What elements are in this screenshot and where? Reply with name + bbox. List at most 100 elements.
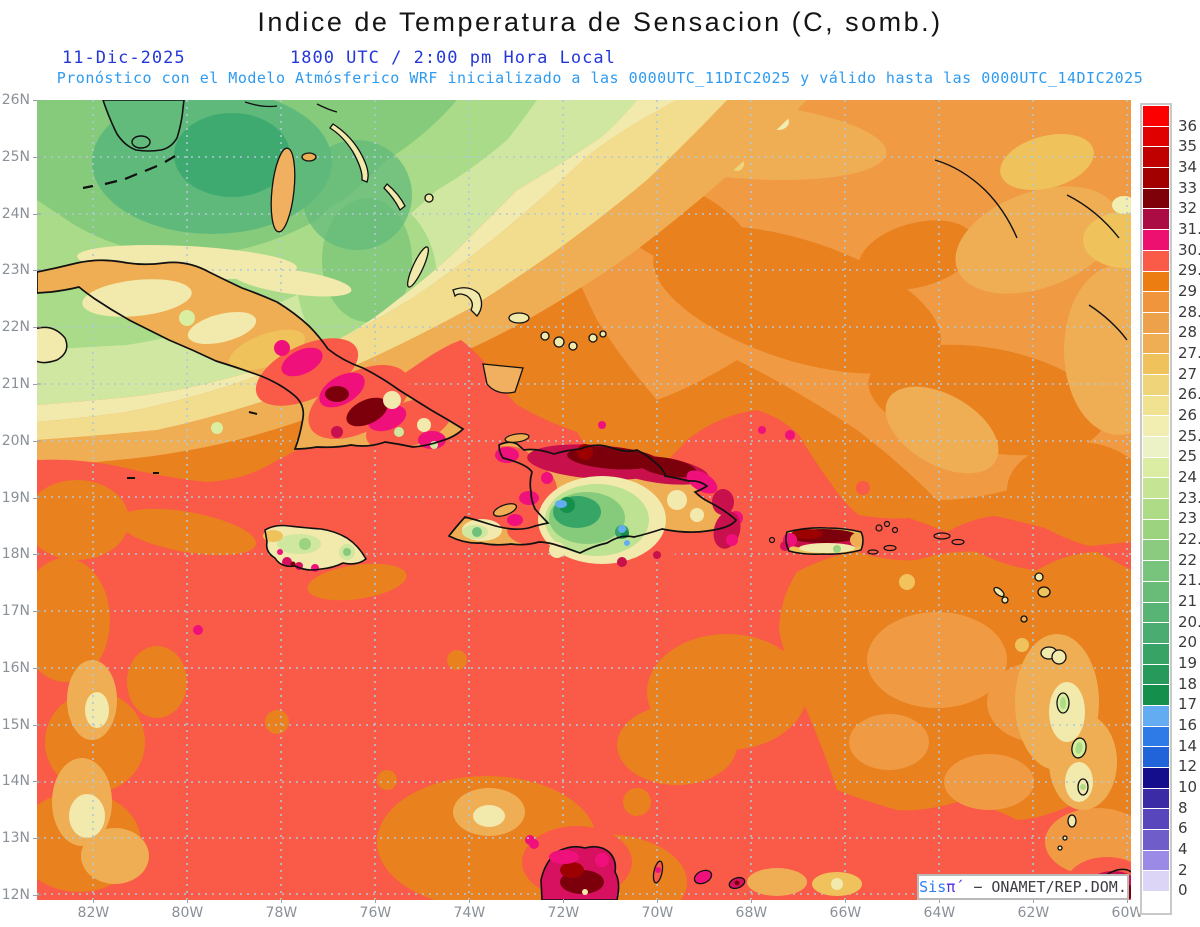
forecast-time: 1800 UTC / 2:00 pm Hora Local (290, 48, 616, 68)
colorbar-tick-label: 28.5 (1178, 302, 1200, 321)
colorbar-tick-label: 33 (1178, 178, 1198, 197)
lat-tick-label: 17N (1, 603, 37, 620)
lon-tick-label: 82W (71, 899, 115, 921)
colorbar-tick-label: 35 (1178, 137, 1198, 156)
colorbar-cell (1143, 830, 1169, 850)
colorbar-tick-label: 18 (1178, 674, 1198, 693)
lat-tick-label: 21N (1, 375, 37, 392)
colorbar-tick-label: 23 (1178, 509, 1198, 528)
colorbar-cell (1143, 333, 1169, 354)
puerto-rico-island (768, 520, 965, 555)
tortuga-island (504, 433, 530, 443)
colorbar-tick-label: 24 (1178, 468, 1198, 486)
lat-tick-label: 16N (1, 659, 37, 676)
watermark-pi-logo: π´ (946, 878, 965, 896)
lon-tick-label: 66W (823, 899, 867, 921)
colorbar-cell (1143, 602, 1169, 623)
colorbar-tick-label: 32 (1178, 199, 1198, 218)
colorbar-cell (1143, 747, 1169, 767)
colorbar-cell (1143, 209, 1169, 230)
model-note: Pronóstico con el Modelo Atmósferico WRF… (56, 69, 1144, 87)
northeast-bank-outlines (934, 159, 1128, 341)
watermark-org: − ONAMET/REP.DOM. (964, 878, 1127, 896)
south-coast-hotspots (522, 826, 1131, 900)
jamaica-island (263, 524, 368, 572)
lat-tick-label: 20N (1, 432, 37, 449)
colorbar-cell (1143, 250, 1169, 271)
colorbar-cell (1143, 892, 1169, 912)
colorbar-tick-label: 27 (1178, 364, 1198, 383)
colorbar-cell (1143, 685, 1169, 705)
lon-tick-label: 62W (1011, 899, 1055, 921)
colorbar-cell (1143, 168, 1169, 188)
lon-tick-label: 74W (447, 899, 491, 921)
lon-tick-label: 72W (541, 899, 585, 921)
forecast-date: 11-Dic-2025 (62, 48, 186, 68)
colorbar-tick-label: 12 (1178, 757, 1198, 776)
colorbar-tick-label: 14 (1178, 736, 1198, 755)
colorbar-cell (1143, 106, 1169, 126)
colorbar-tick-label: 2 (1178, 860, 1188, 879)
colorbar-cell (1143, 726, 1169, 747)
lon-tick-label: 76W (353, 899, 397, 921)
lon-tick-label: 80W (165, 899, 209, 921)
colorbar-tick-label: 16 (1178, 716, 1198, 734)
lat-tick-label: 14N (1, 773, 37, 790)
bonaire-island (693, 869, 713, 885)
colorbar-cell (1143, 437, 1169, 457)
florida-keys-dashes (82, 155, 176, 190)
map-canvas (37, 100, 1131, 900)
lon-tick-label: 70W (635, 899, 679, 921)
colorbar-tick-label: 27.5 (1178, 344, 1200, 362)
lat-tick-label: 22N (1, 319, 37, 336)
colorbar-tick-label: 31.5 (1178, 220, 1200, 238)
colorbar-tick-label: 8 (1178, 798, 1188, 817)
colorbar-cell (1143, 188, 1169, 209)
lon-tick-label: 68W (729, 899, 773, 921)
florida-coast (82, 100, 185, 190)
colorbar-cell (1143, 871, 1169, 892)
lake-okeechobee-outline (131, 135, 151, 149)
colorbar-tick-label: 26.5 (1178, 385, 1200, 404)
colorbar-tick-label: 17 (1178, 695, 1198, 714)
page-title: Indice de Temperatura de Sensacion (C, s… (257, 7, 943, 37)
colorbar-tick-label: 23.5 (1178, 488, 1200, 507)
colorbar-cell (1143, 788, 1169, 809)
lat-tick-label: 19N (1, 489, 37, 506)
colorbar-tick-label: 29.7 (1178, 261, 1200, 280)
colorbar-cell (1143, 643, 1169, 664)
colorbar-tick-label: 19 (1178, 654, 1198, 672)
colorbar-tick-label: 30.7 (1178, 240, 1200, 259)
colorbar-cell (1143, 126, 1169, 147)
colorbar-cell (1143, 395, 1169, 416)
colorbar-tick-label: 21 (1178, 592, 1198, 610)
colorbar-tick-label: 22 (1178, 550, 1198, 569)
colorbar-cell (1143, 850, 1169, 871)
hispaniola-island (447, 433, 743, 567)
colorbar-cell (1143, 416, 1169, 436)
virgin-islands-outlines (768, 520, 965, 555)
colorbar-cell (1143, 292, 1169, 312)
colorbar-cell (1143, 374, 1169, 395)
lat-tick-label: 25N (1, 148, 37, 165)
caribbean-heat-index-map (37, 100, 1131, 900)
lat-tick-label: 15N (1, 716, 37, 733)
colorbar-tick-label: 0 (1178, 881, 1188, 900)
colorbar-tick-label: 22.5 (1178, 530, 1200, 548)
lat-tick-label: 24N (1, 205, 37, 222)
colorbar-cell (1143, 147, 1169, 168)
colorbar-cell (1143, 354, 1169, 374)
colorbar-cell (1143, 623, 1169, 643)
colorbar-cell (1143, 581, 1169, 602)
colorbar-cell (1143, 705, 1169, 726)
axis-ticks (37, 100, 41, 896)
zone-south-orange-patches (37, 421, 1131, 900)
lat-tick-label: 13N (1, 830, 37, 847)
watermark-box: Sis π´ − ONAMET/REP.DOM. (917, 874, 1129, 900)
colorbar-cell (1143, 457, 1169, 478)
lon-tick-label: 64W (917, 899, 961, 921)
colorbar-tick-label: 29 (1178, 282, 1198, 300)
colorbar-cell (1143, 478, 1169, 499)
colorbar-tick-label: 20 (1178, 633, 1198, 652)
